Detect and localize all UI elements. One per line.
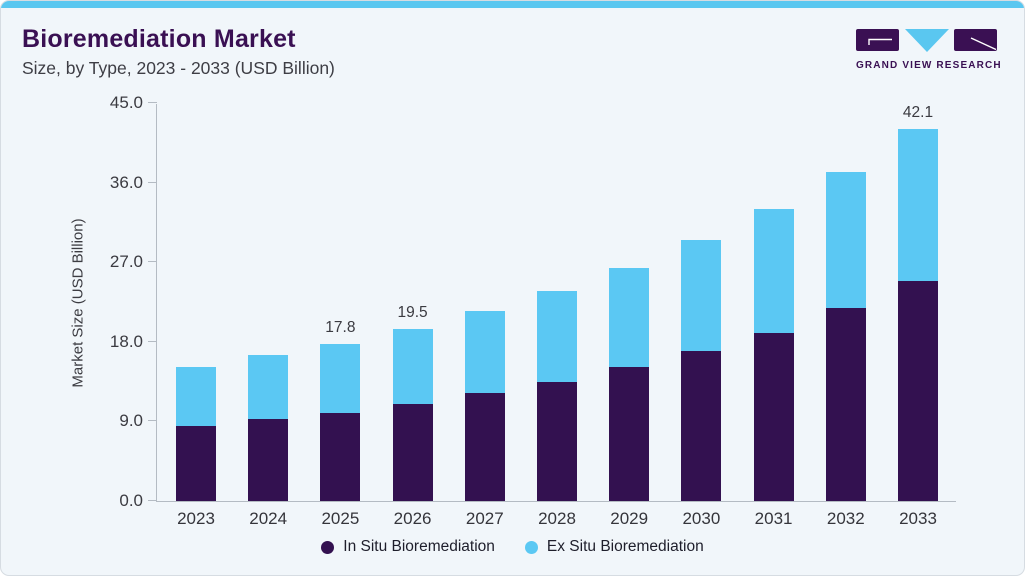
bar-total-label-2033: 42.1: [902, 103, 934, 121]
logo-r-icon: [954, 29, 997, 51]
bar-segment-in-situ-2026: [392, 403, 433, 501]
x-tick-label-2030: 2030: [682, 509, 721, 528]
x-tick-label-2029: 2029: [610, 509, 649, 528]
x-tick-label-2033: 2033: [899, 509, 937, 528]
bar-segment-ex-situ-2023: [176, 366, 216, 426]
x-tick-label-2032: 2032: [826, 509, 865, 528]
bar-segment-ex-situ-2028: [537, 290, 577, 382]
bar-segment-in-situ-2031: [753, 332, 794, 501]
y-axis-title: Market Size (USD Billion): [69, 218, 87, 388]
bar-segment-ex-situ-2029: [609, 267, 650, 368]
bar-segment-in-situ-2030: [681, 350, 722, 501]
bar-segment-ex-situ-2025: [320, 343, 361, 413]
legend-dot-icon: [524, 540, 538, 554]
x-tick-label-2025: 2025: [321, 509, 360, 528]
bar-segment-ex-situ-2027: [464, 310, 505, 394]
bar-segment-in-situ-2023: [176, 425, 216, 501]
legend-dot-icon: [321, 540, 335, 554]
bar-segment-in-situ-2025: [320, 412, 361, 501]
bar-segment-ex-situ-2024: [248, 355, 289, 419]
header: Bioremediation Market Size, by Type, 202…: [22, 25, 335, 79]
x-tick-label-2023: 2023: [177, 509, 215, 528]
bar-segment-in-situ-2033: [898, 280, 938, 501]
y-tick-mark: [148, 420, 157, 422]
y-tick-label: 0.0: [119, 491, 143, 510]
x-tick-label-2031: 2031: [754, 509, 793, 528]
bar-segment-ex-situ-2026: [392, 328, 433, 404]
y-tick-mark: [148, 500, 157, 501]
y-tick-label: 27.0: [109, 252, 143, 272]
page-title: Bioremediation Market: [22, 25, 296, 53]
legend: In Situ Bioremediation Ex Situ Bioremedia…: [1, 538, 1024, 556]
y-tick-label: 45.0: [109, 93, 143, 112]
y-tick-label: 36.0: [109, 172, 143, 192]
x-tick-label-2027: 2027: [465, 509, 504, 528]
bar-total-label-2026: 19.5: [397, 303, 428, 321]
logo-v-icon: [904, 29, 949, 52]
legend-label: In Situ Bioremediation: [343, 538, 495, 555]
y-tick-label: 9.0: [119, 411, 143, 431]
y-tick-mark: [148, 340, 157, 342]
bar-segment-ex-situ-2031: [753, 209, 794, 333]
y-tick-mark: [148, 261, 157, 263]
y-tick-mark: [148, 181, 157, 183]
x-tick-label-2024: 2024: [249, 509, 288, 528]
bar-segment-in-situ-2028: [537, 381, 577, 501]
bar-segment-ex-situ-2030: [681, 240, 722, 351]
bar-segment-in-situ-2032: [825, 308, 866, 501]
bar-segment-in-situ-2024: [248, 418, 289, 501]
page-subtitle: Size, by Type, 2023 - 2033 (USD Billion): [22, 57, 335, 78]
bar-segment-ex-situ-2033: [898, 128, 938, 281]
top-accent-bar: [1, 1, 1024, 8]
x-tick-label-2028: 2028: [538, 509, 576, 528]
gvr-logo-marks: [856, 29, 997, 53]
y-tick-mark: [148, 102, 157, 103]
x-tick-label-2026: 2026: [393, 509, 432, 528]
legend-label: Ex Situ Bioremediation: [546, 538, 704, 555]
logo-text: GRAND VIEW RESEARCH: [856, 60, 1002, 71]
bar-segment-in-situ-2029: [609, 367, 650, 501]
gvr-logo: GRAND VIEW RESEARCH: [856, 29, 1002, 71]
bar-segment-ex-situ-2032: [825, 172, 866, 309]
plot-area: 0.0 9.0 18.0 27.0 36.0 45.0 2023 2024 17.8 2025 19…: [110, 93, 956, 528]
y-tick-label: 18.0: [109, 331, 143, 351]
logo-g-icon: [856, 29, 899, 51]
legend-item: Ex Situ Bioremediation: [524, 538, 704, 556]
bar-total-label-2025: 17.8: [325, 318, 356, 336]
bar-segment-in-situ-2027: [464, 393, 505, 501]
legend-item: In Situ Bioremediation: [321, 538, 495, 556]
